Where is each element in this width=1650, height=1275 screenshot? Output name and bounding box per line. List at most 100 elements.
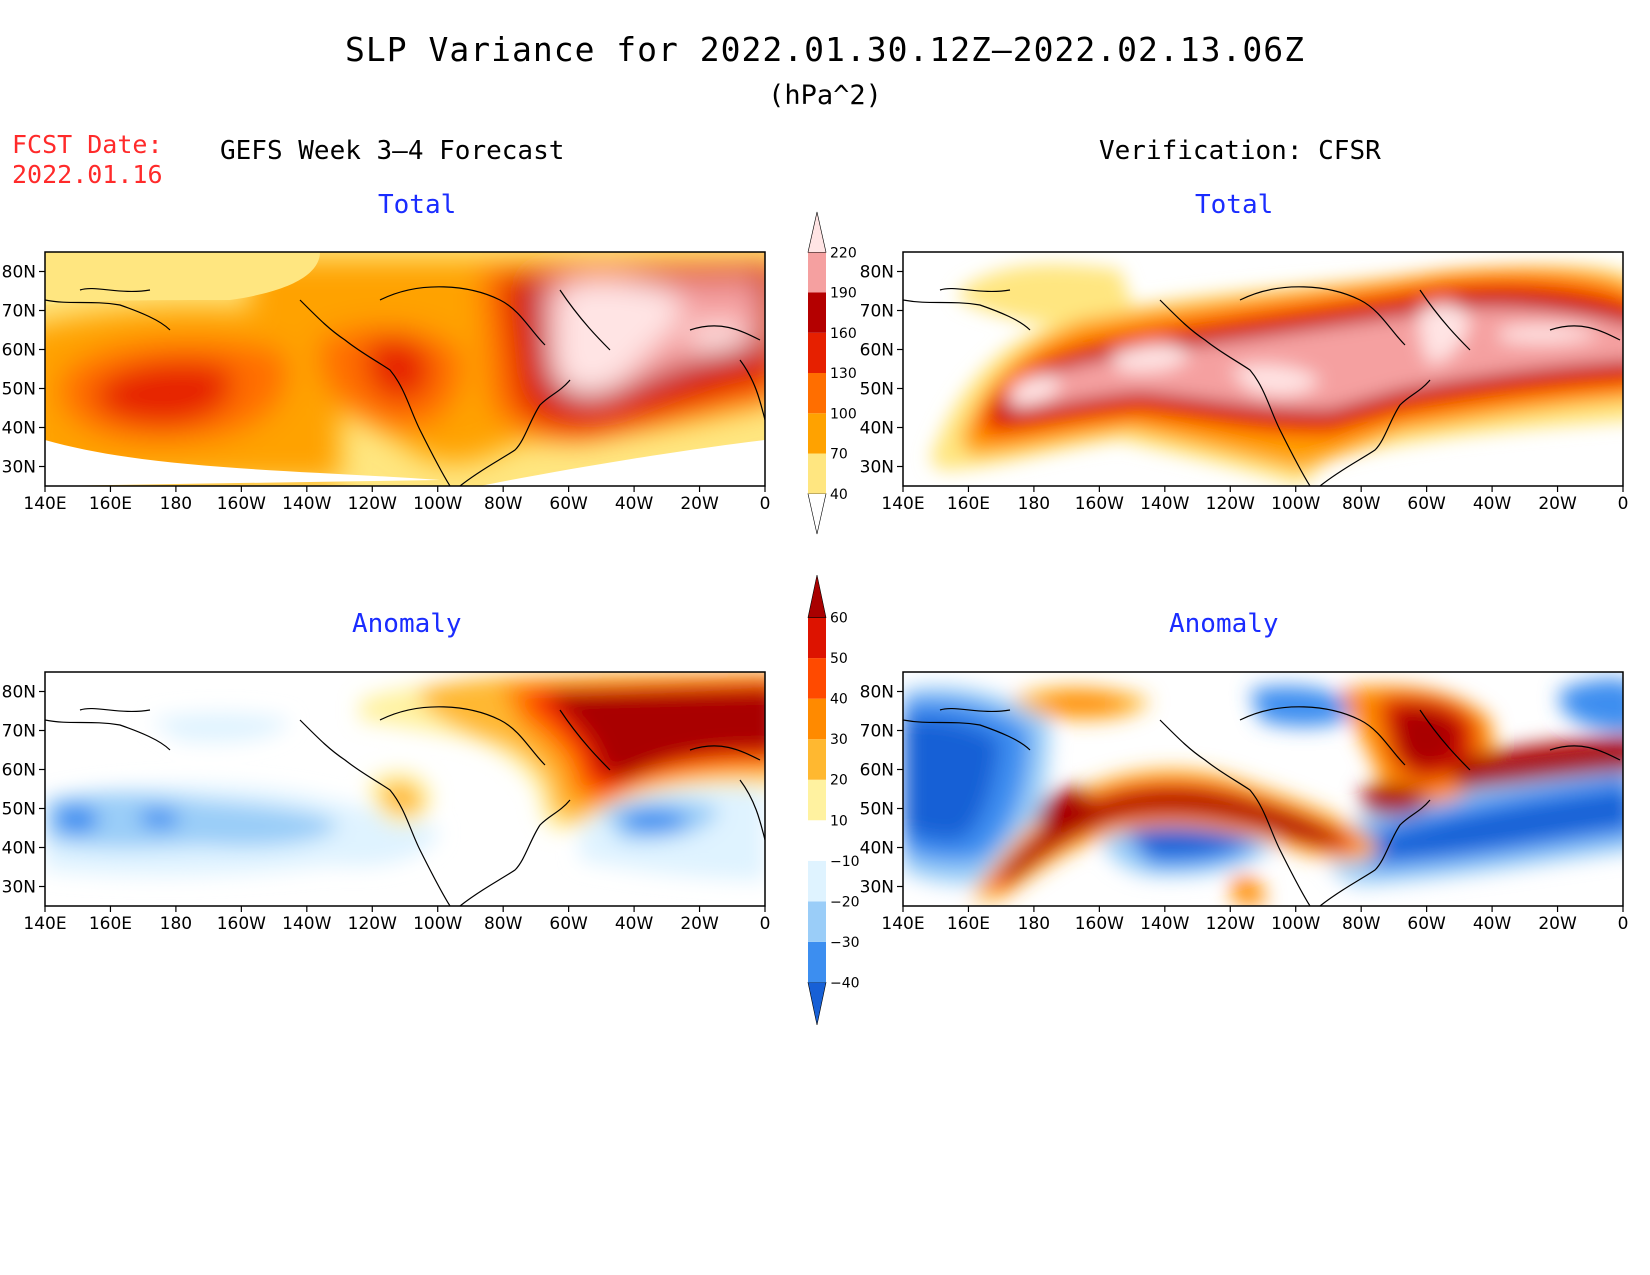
- lon-tick-label: 40W: [1473, 494, 1512, 514]
- forecast-total-map: 80N 70N 60N 50N 40N 30N 140E 160E 180 160W 140W 120…: [2, 251, 771, 514]
- left-column-header: GEFS Week 3–4 Forecast: [220, 136, 565, 166]
- anomaly-colorbar: −40 −30 −20 −10 10 20 30 40 50 60: [807, 574, 860, 1026]
- lon-tick-label: 60W: [1407, 914, 1446, 934]
- lat-tick-label: 70N: [2, 722, 36, 742]
- lon-tick-label: 140E: [23, 494, 66, 514]
- lon-tick-label: 80W: [1342, 494, 1381, 514]
- lon-tick-label: 20W: [680, 494, 719, 514]
- lon-tick-label: 140E: [23, 914, 66, 934]
- colorbar-segment: [808, 941, 826, 983]
- fcst-date-label: FCST Date:: [12, 130, 163, 159]
- colorbar-label: 70: [830, 447, 848, 463]
- lon-tick-label: 100W: [1271, 494, 1320, 514]
- colorbar-segment: [808, 698, 826, 740]
- colorbar-segment: [808, 453, 826, 494]
- colorbar-label: −20: [830, 894, 860, 910]
- colorbar-segment: [808, 860, 826, 902]
- fc-total-subtitle: Total: [378, 190, 457, 220]
- colorbar-end: [807, 493, 827, 535]
- map-frame: [44, 671, 766, 907]
- colorbar-segment: [808, 658, 826, 699]
- colorbar-label: 220: [830, 245, 857, 261]
- lon-tick-label: 80W: [1342, 914, 1381, 934]
- lat-tick-label: 50N: [860, 800, 894, 820]
- lat-tick-label: 80N: [860, 263, 894, 283]
- lat-tick-label: 30N: [2, 878, 36, 898]
- map-frame: [44, 251, 766, 487]
- colorbar-label: 60: [830, 611, 848, 627]
- lat-tick-label: 30N: [860, 878, 894, 898]
- lon-tick-label: 140W: [1140, 494, 1189, 514]
- colorbar-segment: [808, 252, 826, 293]
- colorbar-label: 20: [830, 773, 848, 789]
- lon-tick-label: 80W: [484, 914, 523, 934]
- right-column-header: Verification: CFSR: [1099, 136, 1381, 166]
- colorbar-label: 130: [830, 366, 857, 382]
- lon-tick-label: 160E: [89, 914, 132, 934]
- lon-tick-label: 120W: [348, 914, 397, 934]
- lat-tick-label: 80N: [860, 683, 894, 703]
- lat-tick-label: 60N: [860, 761, 894, 781]
- lon-tick-label: 0: [760, 914, 771, 934]
- colorbar-end: [807, 211, 827, 253]
- lon-tick-label: 0: [1618, 914, 1629, 934]
- colorbar-label: 100: [830, 406, 857, 422]
- lat-tick-label: 80N: [2, 683, 36, 703]
- colorbar-segment: [808, 739, 826, 780]
- lat-tick-label: 40N: [2, 839, 36, 859]
- lat-tick-label: 30N: [2, 458, 36, 478]
- total-colorbar: 40 70 100 130 160 190 220: [807, 211, 857, 535]
- colorbar-segment: [808, 373, 826, 414]
- lon-tick-label: 160W: [217, 494, 266, 514]
- forecast-anomaly-map: 80N 70N 60N 50N 40N 30N 140E 160E 180 160W 140W 120…: [2, 671, 771, 934]
- lon-tick-label: 160W: [1075, 494, 1124, 514]
- verification-total-map: 80N 70N 60N 50N 40N 30N 140E 160E 180 160W 140W 120…: [860, 251, 1629, 514]
- lon-tick-label: 0: [760, 494, 771, 514]
- colorbar-segment: [808, 779, 826, 821]
- lon-tick-label: 20W: [1538, 494, 1577, 514]
- lon-tick-label: 120W: [1206, 914, 1255, 934]
- lat-tick-label: 60N: [2, 761, 36, 781]
- vf-total-subtitle: Total: [1195, 190, 1274, 220]
- lon-tick-label: 140W: [282, 494, 331, 514]
- lat-tick-label: 70N: [860, 722, 894, 742]
- colorbar-segment: [808, 617, 826, 659]
- lat-tick-label: 50N: [2, 800, 36, 820]
- fc-anomaly-subtitle: Anomaly: [352, 609, 462, 639]
- lon-tick-label: 60W: [549, 494, 588, 514]
- units-label: (hPa^2): [768, 80, 882, 111]
- lon-tick-label: 160W: [1075, 914, 1124, 934]
- vf-anomaly-subtitle: Anomaly: [1169, 609, 1279, 639]
- lon-tick-label: 60W: [549, 914, 588, 934]
- colorbar-segment: [808, 901, 826, 942]
- colorbar-end: [807, 574, 827, 618]
- colorbar-label: −30: [830, 935, 860, 951]
- lon-tick-label: 40W: [615, 914, 654, 934]
- lon-tick-label: 180: [1018, 494, 1050, 514]
- lon-tick-label: 0: [1618, 494, 1629, 514]
- colorbar-label: 30: [830, 732, 848, 748]
- colorbar-label: 50: [830, 651, 848, 667]
- lon-tick-label: 160W: [217, 914, 266, 934]
- lon-tick-label: 120W: [1206, 494, 1255, 514]
- lat-tick-label: 30N: [860, 458, 894, 478]
- colorbar-label: −10: [830, 854, 860, 870]
- lon-tick-label: 100W: [413, 914, 462, 934]
- colorbar-label: 160: [830, 326, 857, 342]
- colorbar-label: 10: [830, 813, 848, 829]
- lon-tick-label: 140W: [1140, 914, 1189, 934]
- lon-tick-label: 180: [160, 494, 192, 514]
- fcst-date-value: 2022.01.16: [12, 160, 163, 189]
- colorbar-segment: [808, 820, 826, 861]
- lat-tick-label: 60N: [2, 341, 36, 361]
- colorbar-segment: [808, 332, 826, 373]
- lon-tick-label: 160E: [89, 494, 132, 514]
- lat-tick-label: 40N: [860, 419, 894, 439]
- colorbar-end: [807, 982, 827, 1026]
- lon-tick-label: 100W: [413, 494, 462, 514]
- main-title: SLP Variance for 2022.01.30.12Z–2022.02.…: [345, 30, 1305, 69]
- lon-tick-label: 20W: [680, 914, 719, 934]
- colorbar-label: 40: [830, 487, 848, 503]
- lat-tick-label: 50N: [860, 380, 894, 400]
